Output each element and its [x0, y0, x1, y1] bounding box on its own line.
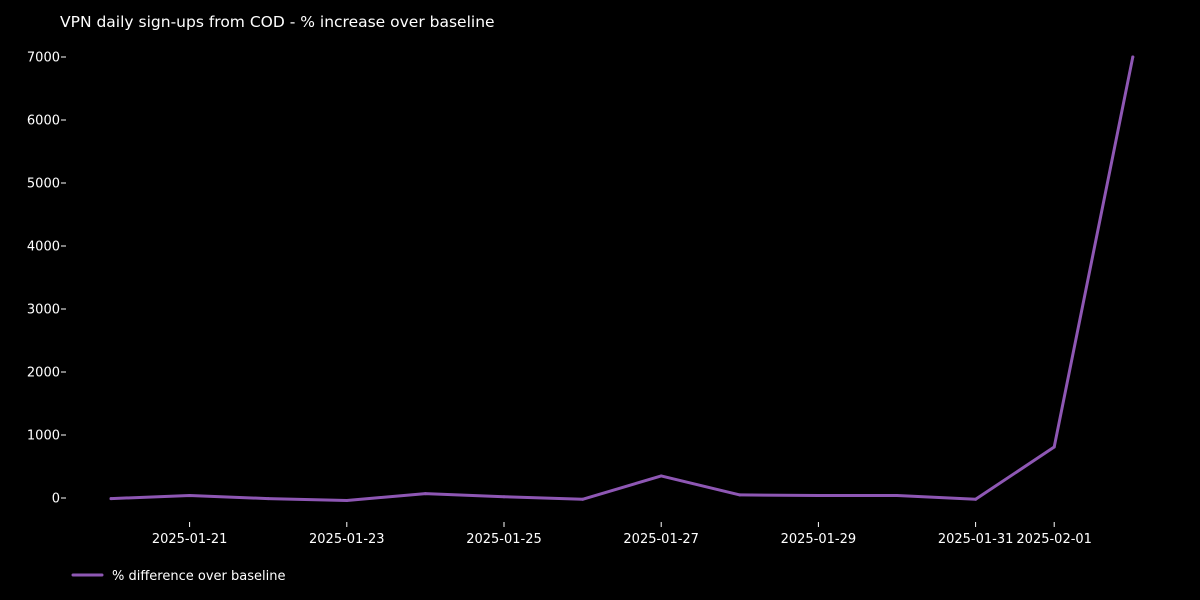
data-point	[502, 495, 506, 499]
y-tick-label: 2000	[27, 366, 60, 381]
data-point	[1131, 55, 1135, 59]
series-line	[109, 55, 1135, 502]
y-tick-label: 1000	[27, 429, 60, 444]
legend: % difference over baseline	[71, 569, 285, 584]
x-axis: 2025-01-21 2025-01-23 2025-01-25 2025-01-27…	[152, 522, 1092, 547]
y-tick-label: 7000	[27, 51, 60, 66]
data-point	[816, 493, 820, 497]
y-axis: 0 1000 2000 3000 4000 5000 6000 7000	[27, 51, 66, 507]
y-tick-label: 0	[52, 492, 60, 507]
x-tick-label: 2025-01-23	[309, 532, 385, 547]
data-point	[581, 497, 585, 501]
data-point	[738, 493, 742, 497]
data-point	[345, 499, 349, 503]
data-point	[974, 497, 978, 501]
data-point	[109, 497, 113, 501]
data-point	[423, 492, 427, 496]
y-tick-label: 4000	[27, 240, 60, 255]
x-tick-label: 2025-01-27	[623, 532, 699, 547]
x-tick-label: 2025-01-29	[781, 532, 857, 547]
data-point	[188, 493, 192, 497]
x-tick-label: 2025-01-25	[466, 532, 542, 547]
x-tick-label: 2025-02-01	[1016, 532, 1092, 547]
y-tick-label: 3000	[27, 303, 60, 318]
data-point	[1052, 445, 1056, 449]
x-tick-label: 2025-01-31	[938, 532, 1014, 547]
chart-title: VPN daily sign-ups from COD - % increase…	[60, 13, 495, 31]
data-point	[659, 474, 663, 478]
data-point	[266, 497, 270, 501]
series-layer	[109, 55, 1135, 503]
y-tick-label: 5000	[27, 177, 60, 192]
data-point	[895, 493, 899, 497]
y-tick-label: 6000	[27, 114, 60, 129]
legend-label: % difference over baseline	[112, 569, 285, 584]
x-tick-label: 2025-01-21	[152, 532, 228, 547]
